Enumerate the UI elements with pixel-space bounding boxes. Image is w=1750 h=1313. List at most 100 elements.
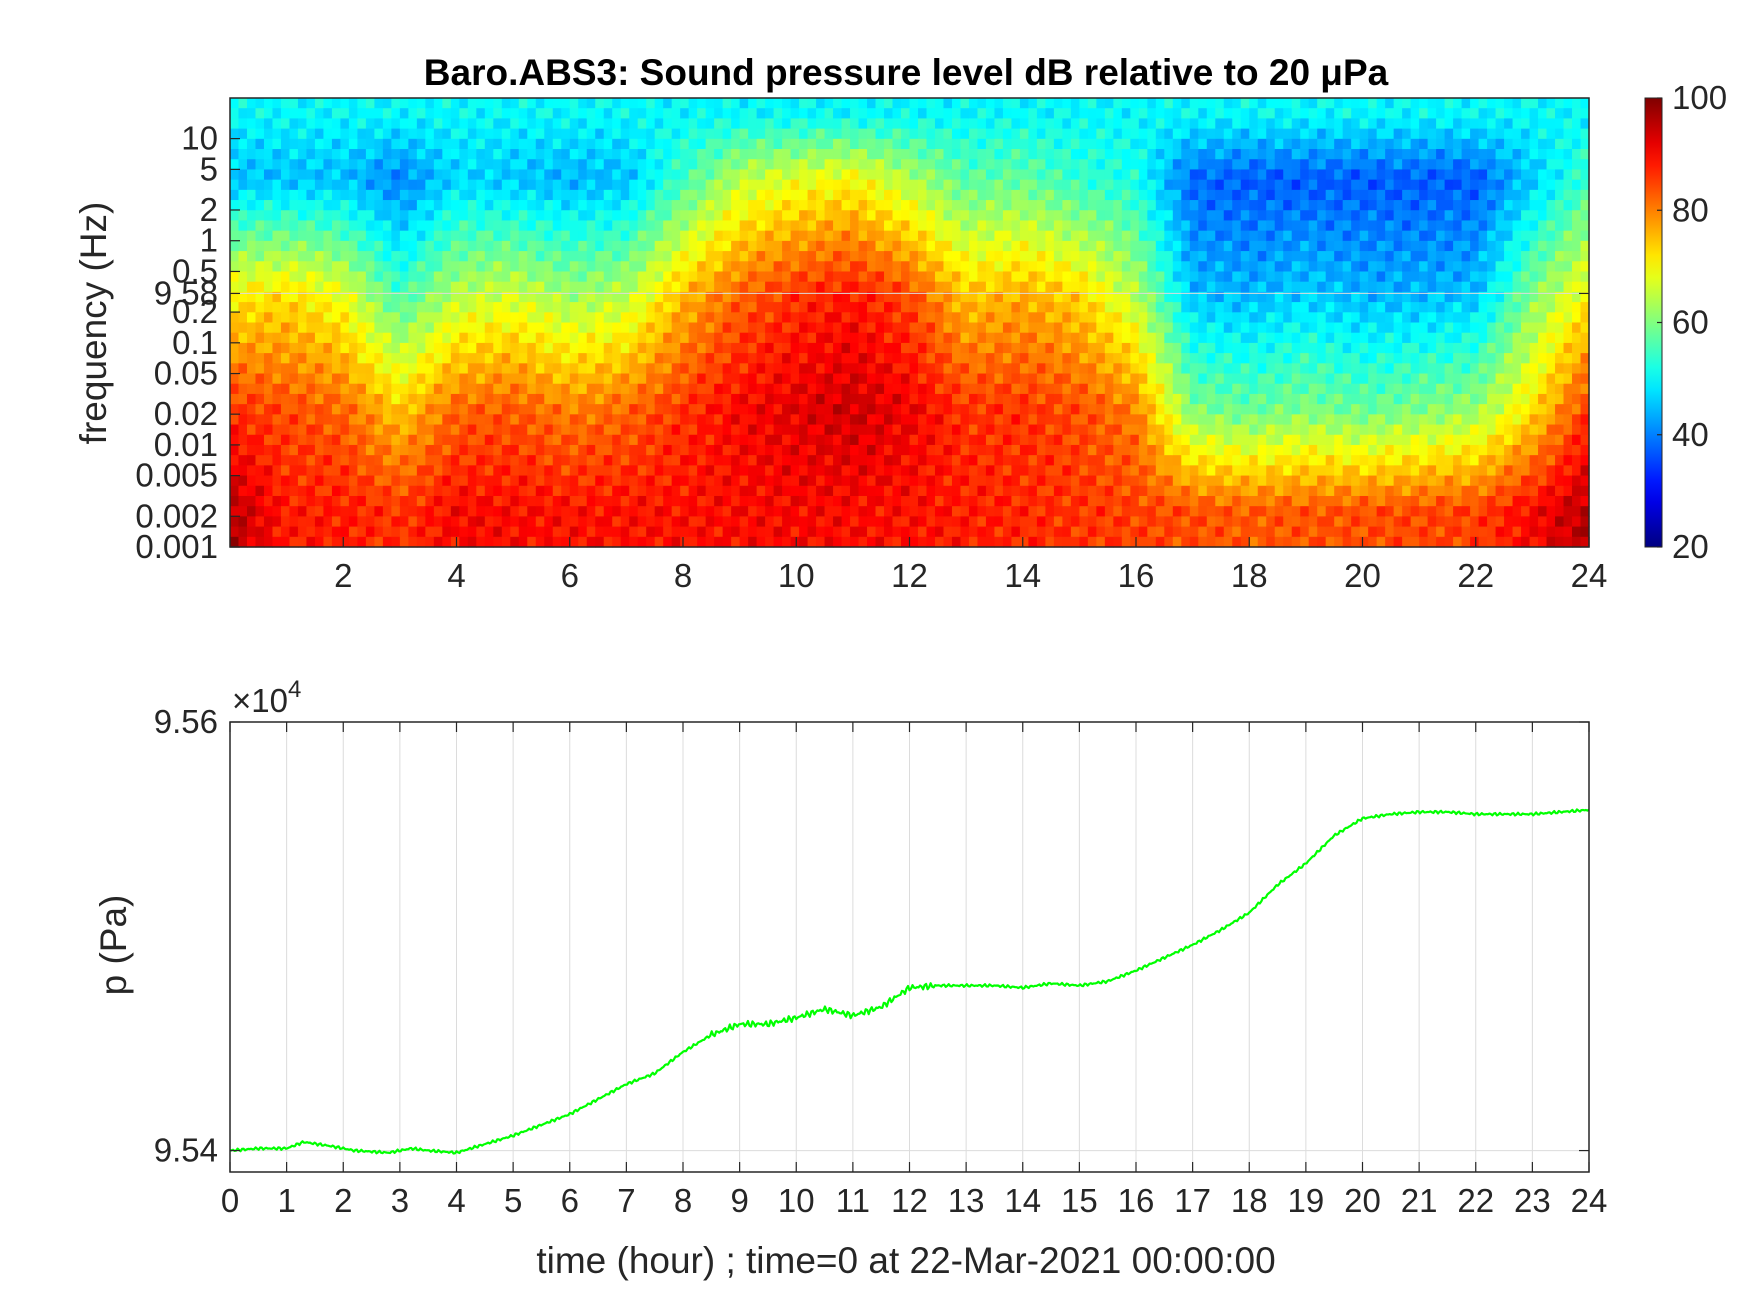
spectrogram-cell (399, 536, 409, 548)
spectrogram-cell (348, 536, 358, 548)
spectrogram-cell (841, 322, 851, 334)
spectrogram-cell (1113, 404, 1123, 415)
spectrogram-cell (951, 230, 962, 242)
spectrogram-cell (1036, 444, 1046, 456)
spectrogram-cell (1113, 363, 1123, 375)
spectrogram-cell (1087, 240, 1097, 252)
spectrogram-cell (459, 251, 469, 262)
spectrogram-cell (527, 414, 537, 426)
spectrogram-cell (535, 118, 545, 130)
spectrogram-cell (773, 291, 783, 303)
spectrogram-cell (476, 108, 486, 119)
spectrogram-cell (1062, 383, 1072, 395)
spectrogram-cell (1062, 138, 1072, 150)
spectrogram-cell (374, 149, 384, 160)
spectrogram-cell (646, 271, 656, 283)
spectrogram-cell (629, 251, 639, 262)
spectrogram-cell (994, 261, 1004, 273)
spectrogram-cell (714, 485, 724, 497)
spectrogram-cell (365, 149, 375, 160)
spectrogram-cell (985, 271, 996, 283)
spectrogram-cell (1172, 424, 1182, 436)
spectrogram-cell (884, 363, 894, 375)
spectrogram-cell (850, 230, 860, 242)
spectrogram-cell (442, 485, 452, 497)
spectrogram-cell (459, 363, 469, 375)
spectrogram-cell (612, 393, 622, 405)
spectrogram-cell (348, 353, 358, 364)
spectrogram-cell (501, 485, 511, 497)
spectrogram-cell (612, 506, 622, 517)
spectrogram-cell (841, 506, 851, 517)
spectrogram-cell (501, 271, 511, 283)
spectrogram-cell (858, 465, 868, 477)
spectrogram-cell (323, 363, 333, 375)
spectrogram-cell (1019, 189, 1030, 201)
spectrogram-cell (467, 271, 477, 283)
spectrogram-cell (1172, 434, 1182, 446)
spectrogram-cell (637, 363, 647, 375)
spectrogram-cell (756, 189, 766, 201)
spectrogram-cell (917, 302, 928, 313)
spectrogram-cell (595, 526, 605, 538)
spectrogram-cell (951, 506, 962, 517)
spectrogram-cell (688, 230, 698, 242)
spectrogram-cell (382, 444, 392, 456)
spectrogram-cell (748, 414, 758, 426)
spectrogram-cell (408, 475, 418, 487)
spectrogram-cell (994, 444, 1004, 456)
spectrogram-cell (892, 251, 902, 262)
spectrogram-cell (773, 342, 783, 354)
spectrogram-cell (246, 404, 257, 415)
spectrogram-cell (1019, 312, 1030, 324)
spectrogram-cell (1011, 526, 1021, 538)
spectrogram-cell (824, 302, 834, 313)
spectrogram-cell (357, 159, 367, 171)
spectrogram-cell (552, 302, 562, 313)
spectrogram-cell (527, 271, 537, 283)
spectrogram-cell (612, 475, 622, 487)
spectrogram-cell (620, 444, 630, 456)
spectrogram-cell (1138, 516, 1148, 528)
spectrogram-cell (968, 240, 979, 252)
spectrogram-cell (331, 444, 342, 456)
spectrogram-cell (943, 240, 953, 252)
spectrogram-cell (493, 291, 503, 303)
spectrogram-cell (595, 444, 605, 456)
spectrogram-cell (323, 424, 333, 436)
spectrogram-cell (637, 169, 647, 181)
spectrogram-cell (1147, 230, 1157, 242)
spectrogram-cell (1130, 179, 1140, 191)
spectrogram-cell (722, 414, 732, 426)
spectrogram-cell (620, 179, 630, 191)
spectrogram-cell (1138, 353, 1148, 364)
spectrogram-cell (943, 526, 953, 538)
spectrogram-cell (510, 149, 520, 160)
spectrogram-cell (527, 138, 537, 150)
spectrogram-cell (357, 302, 367, 313)
spectrogram-cell (858, 475, 868, 487)
spectrogram-cell (561, 169, 571, 181)
spectrogram-cell (306, 322, 316, 334)
spectrogram-cell (977, 342, 987, 354)
spectrogram-cell (850, 240, 860, 252)
spectrogram-cell (272, 455, 282, 466)
spectrogram-cell (892, 332, 902, 344)
spectrogram-cell (578, 393, 588, 405)
spectrogram-cell (909, 393, 919, 405)
spectrogram-cell (1104, 210, 1114, 222)
spectrogram-cell (382, 332, 392, 344)
spectrogram-cell (1121, 291, 1131, 303)
spectrogram-cell (1019, 363, 1030, 375)
spectrogram-cell (909, 230, 919, 242)
spectrogram-cell (578, 495, 588, 507)
spectrogram-cell (1181, 414, 1191, 426)
spectrogram-cell (807, 138, 817, 150)
spectrogram-cell (595, 128, 605, 140)
spectrogram-cell (493, 159, 503, 171)
spectrogram-cell (1113, 383, 1123, 395)
spectrogram-cell (926, 98, 936, 109)
spectrogram-cell (297, 526, 308, 538)
spectrogram-cell (1087, 128, 1097, 140)
spectrogram-cell (1155, 138, 1165, 150)
